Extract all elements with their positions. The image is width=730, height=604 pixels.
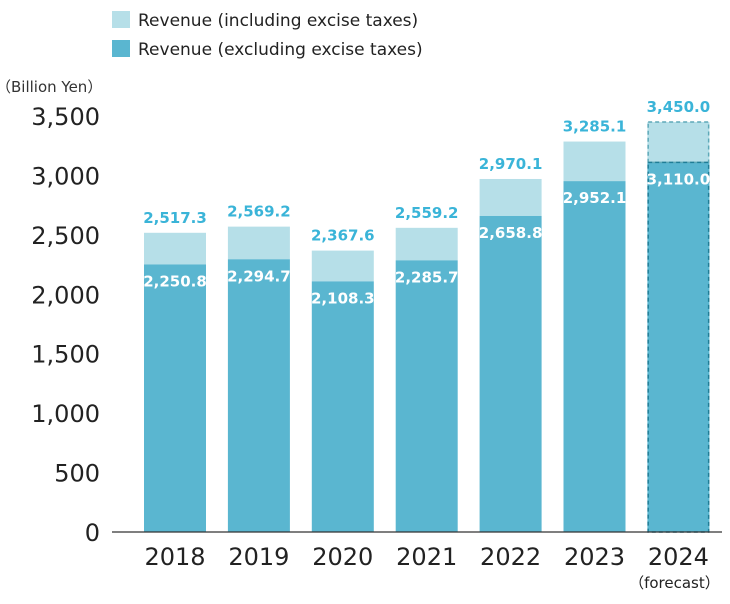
legend-label-excluding-tax: Revenue (excluding excise taxes) — [138, 40, 423, 60]
data-label-including-tax: 3,285.1 — [563, 118, 627, 136]
x-tick-label: 2024 — [648, 543, 709, 571]
y-tick-label: 1,000 — [31, 400, 100, 428]
bar-including-tax-2019 — [227, 226, 290, 260]
y-axis-ticks: 0 500 1,000 1,500 2,000 2,500 3,000 3,500 — [31, 103, 100, 547]
data-label-including-tax: 2,970.1 — [479, 155, 543, 173]
data-label-including-tax: 2,569.2 — [227, 203, 291, 221]
forecast-note: （forecast） — [629, 574, 720, 592]
forecast-outline-including-tax — [647, 121, 710, 164]
bar-excluding-tax-2020 — [311, 281, 374, 532]
y-tick-label: 2,500 — [31, 222, 100, 250]
data-label-including-tax: 2,367.6 — [311, 227, 375, 245]
bar-excluding-tax-2018 — [144, 264, 206, 532]
x-tick-label: 2018 — [144, 543, 205, 571]
data-label-excluding-tax: 2,108.3 — [311, 289, 375, 307]
y-tick-label: 500 — [54, 460, 100, 488]
y-axis-unit-label: （Billion Yen） — [0, 78, 102, 96]
x-tick-label: 2023 — [564, 543, 625, 571]
bars: 2,517.3 2,250.8 2,569.2 2,294.7 2,367.6 2,108… — [143, 98, 711, 533]
data-label-excluding-tax: 2,952.1 — [563, 189, 627, 207]
x-axis-labels: 2018 2019 2020 2021 2022 2023 2024 （forecast） — [144, 543, 719, 592]
bar-excluding-tax-2021 — [395, 260, 458, 532]
y-tick-label: 2,000 — [31, 281, 100, 309]
bar-excluding-tax-2019 — [227, 259, 290, 532]
legend: Revenue (including excise taxes) Revenue… — [112, 11, 423, 60]
data-label-excluding-tax: 2,285.7 — [395, 268, 459, 286]
bar-excluding-tax-2024 — [647, 162, 710, 532]
y-tick-label: 3,500 — [31, 103, 100, 131]
bar-including-tax-2024 — [647, 121, 710, 163]
x-tick-label: 2022 — [480, 543, 541, 571]
bar-excluding-tax-2022 — [479, 215, 542, 532]
data-label-including-tax: 2,559.2 — [395, 204, 459, 222]
x-tick-label: 2019 — [228, 543, 289, 571]
bar-including-tax-2021 — [395, 227, 458, 261]
x-tick-label: 2021 — [396, 543, 457, 571]
bar-including-tax-2020 — [311, 250, 374, 282]
y-tick-label: 0 — [85, 519, 100, 547]
bar-including-tax-2022 — [479, 178, 542, 216]
bar-excluding-tax-2023 — [563, 181, 626, 532]
data-label-excluding-tax: 2,658.8 — [479, 224, 543, 242]
y-tick-label: 3,000 — [31, 162, 100, 190]
data-label-excluding-tax: 2,250.8 — [143, 272, 207, 290]
legend-label-including-tax: Revenue (including excise taxes) — [138, 11, 418, 31]
bar-including-tax-2023 — [563, 141, 626, 182]
forecast-outline-excluding-tax — [647, 161, 710, 533]
x-tick-label: 2020 — [312, 543, 373, 571]
bar-including-tax-2018 — [144, 232, 206, 265]
data-label-including-tax: 2,517.3 — [143, 209, 207, 227]
data-label-including-tax: 3,450.0 — [647, 98, 711, 116]
data-label-excluding-tax: 3,110.0 — [647, 170, 711, 188]
data-label-excluding-tax: 2,294.7 — [227, 267, 291, 285]
legend-swatch-excluding-tax — [112, 40, 130, 57]
legend-swatch-including-tax — [112, 11, 130, 28]
y-tick-label: 1,500 — [31, 341, 100, 369]
